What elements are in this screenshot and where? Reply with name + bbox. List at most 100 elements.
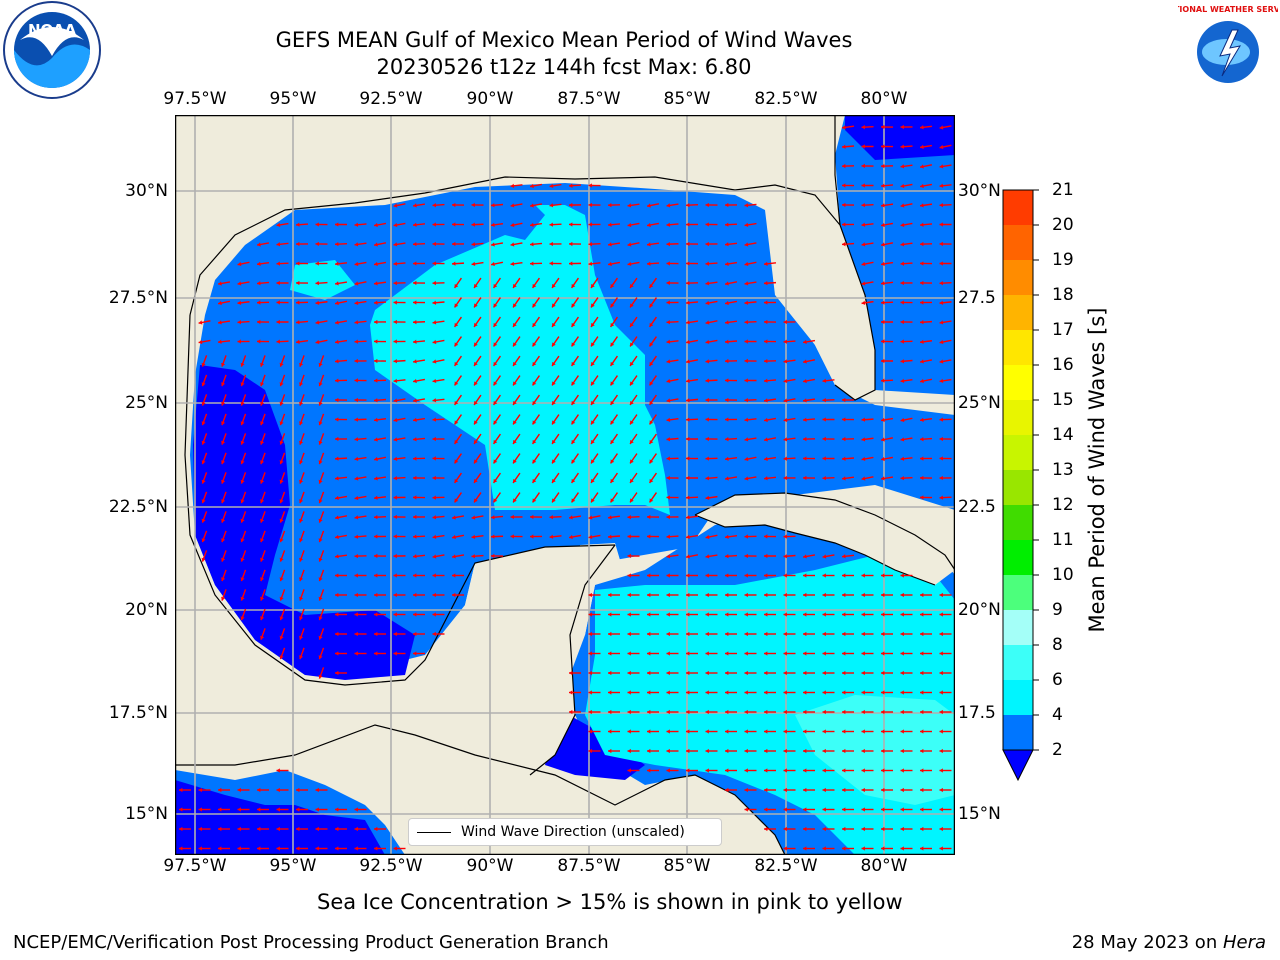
wave-direction-arrowhead <box>686 651 690 656</box>
wave-direction-arrowhead <box>920 592 924 598</box>
wave-direction-arrowhead <box>920 183 924 189</box>
wind-wave-arrows <box>179 124 952 851</box>
wave-direction-arrowhead <box>666 203 671 208</box>
wave-direction-arrowhead <box>432 339 437 345</box>
wave-direction-arrowhead <box>454 439 459 444</box>
wave-direction-arrowhead <box>588 612 592 617</box>
wave-direction-arrowhead <box>900 242 905 247</box>
wave-direction-arrowhead <box>725 417 729 422</box>
wave-direction-arrowhead <box>374 612 378 617</box>
wave-direction-arrowhead <box>221 499 226 504</box>
wave-direction-arrowhead <box>374 495 378 500</box>
wave-direction-arrowhead <box>393 222 398 228</box>
wave-direction-arrowhead <box>454 361 459 366</box>
wave-direction-arrowhead <box>279 577 284 582</box>
wave-direction-arrowhead <box>296 222 300 227</box>
lon-label: 90°W <box>466 89 514 109</box>
wave-direction-arrowhead <box>413 456 417 461</box>
wave-direction-arrowhead <box>881 163 885 169</box>
wave-direction-arrowhead <box>491 534 495 539</box>
wave-direction-arrowhead <box>627 690 631 695</box>
wave-direction-arrowhead <box>920 300 924 305</box>
wave-direction-arrowhead <box>432 631 436 637</box>
wave-direction-arrowhead <box>296 300 300 305</box>
wave-direction-arrowhead <box>822 670 826 676</box>
wave-direction-arrowhead <box>198 787 202 793</box>
wave-direction-arrowhead <box>783 690 787 695</box>
wave-direction-arrowhead <box>686 748 690 754</box>
wave-direction-arrowhead <box>881 261 885 267</box>
wave-direction-arrowhead <box>201 401 206 406</box>
wave-direction-arrowhead <box>221 460 226 465</box>
wave-direction-arrowhead <box>513 361 517 366</box>
wave-direction-arrowhead <box>571 498 576 503</box>
wave-direction-arrowhead <box>237 281 242 286</box>
wave-direction-arrowhead <box>842 163 846 169</box>
coastline-mexico <box>184 314 616 686</box>
wave-direction-arrowhead <box>649 322 654 327</box>
wave-direction-arrowhead <box>335 476 339 481</box>
wave-direction-arrowhead <box>744 222 749 228</box>
wave-direction-arrowhead <box>374 826 378 832</box>
wave-direction-arrowhead <box>354 515 359 520</box>
wave-direction-arrowhead <box>588 592 592 598</box>
wave-direction-arrowhead <box>296 320 300 325</box>
wave-direction-arrowhead <box>240 538 245 543</box>
wave-direction-arrowhead <box>686 261 690 266</box>
wave-direction-arrowhead <box>432 612 436 617</box>
wave-direction-arrowhead <box>900 573 904 578</box>
wave-direction-arrowhead <box>296 241 300 247</box>
wave-direction-arrowhead <box>335 241 339 247</box>
wave-direction-arrowhead <box>413 554 417 559</box>
caribbean-water-lt2 <box>545 710 645 780</box>
wave-direction-arrowhead <box>705 651 709 656</box>
colorbar-segment <box>1003 260 1033 295</box>
wave-direction-arrowhead <box>764 456 768 462</box>
wave-direction-arrowhead <box>803 631 807 637</box>
wave-direction-arrowhead <box>279 596 284 601</box>
colorbar-segment <box>1003 295 1033 330</box>
wave-direction-arrowhead <box>491 242 495 247</box>
wave-direction-arrowhead <box>432 573 436 578</box>
wave-direction-arrowhead <box>900 203 905 208</box>
colorbar-segment <box>1003 610 1033 645</box>
wave-direction-arrowhead <box>627 768 631 773</box>
wave-direction-arrowhead <box>725 573 729 578</box>
wave-direction-arrowhead <box>939 359 944 364</box>
wave-direction-arrowhead <box>454 303 459 308</box>
wave-direction-arrowhead <box>842 670 846 676</box>
wave-direction-arrowhead <box>630 322 634 327</box>
wave-direction-arrowhead <box>513 283 517 288</box>
wave-direction-arrowhead <box>608 242 612 247</box>
lat-label: 17.5°N <box>108 703 168 723</box>
wave-direction-arrowhead <box>393 553 397 559</box>
wave-direction-arrowhead <box>299 616 304 621</box>
wave-direction-arrowhead <box>279 479 284 484</box>
wave-direction-arrowhead <box>725 456 729 461</box>
wave-direction-arrowhead <box>744 417 749 422</box>
wave-direction-arrowhead <box>588 729 592 734</box>
wave-direction-arrowhead <box>647 242 651 247</box>
wave-direction-arrowhead <box>530 514 534 520</box>
wave-direction-arrowhead <box>783 670 787 676</box>
wave-direction-arrowhead <box>393 437 398 442</box>
wave-direction-arrowhead <box>493 420 498 425</box>
wave-direction-arrowhead <box>725 592 729 598</box>
wave-direction-arrowhead <box>571 303 576 308</box>
wave-direction-arrowhead <box>374 437 378 442</box>
wave-direction-arrowhead <box>705 339 710 345</box>
wave-direction-arrowhead <box>299 499 304 504</box>
wave-direction-arrowhead <box>666 222 671 227</box>
wave-direction-arrowhead <box>647 612 651 617</box>
wave-direction-arrowhead <box>591 361 595 366</box>
wave-direction-arrowhead <box>939 164 944 169</box>
wave-direction-arrowhead <box>257 846 261 851</box>
wave-direction-arrowhead <box>276 222 281 228</box>
wave-direction-arrowhead <box>432 554 437 559</box>
wave-direction-arrowhead <box>939 261 943 266</box>
wave-direction-arrowhead <box>920 709 924 715</box>
wave-direction-arrowhead <box>374 573 378 578</box>
wave-direction-arrowhead <box>608 709 612 715</box>
wave-direction-arrowhead <box>296 826 300 832</box>
wave-direction-arrowhead <box>647 729 651 734</box>
